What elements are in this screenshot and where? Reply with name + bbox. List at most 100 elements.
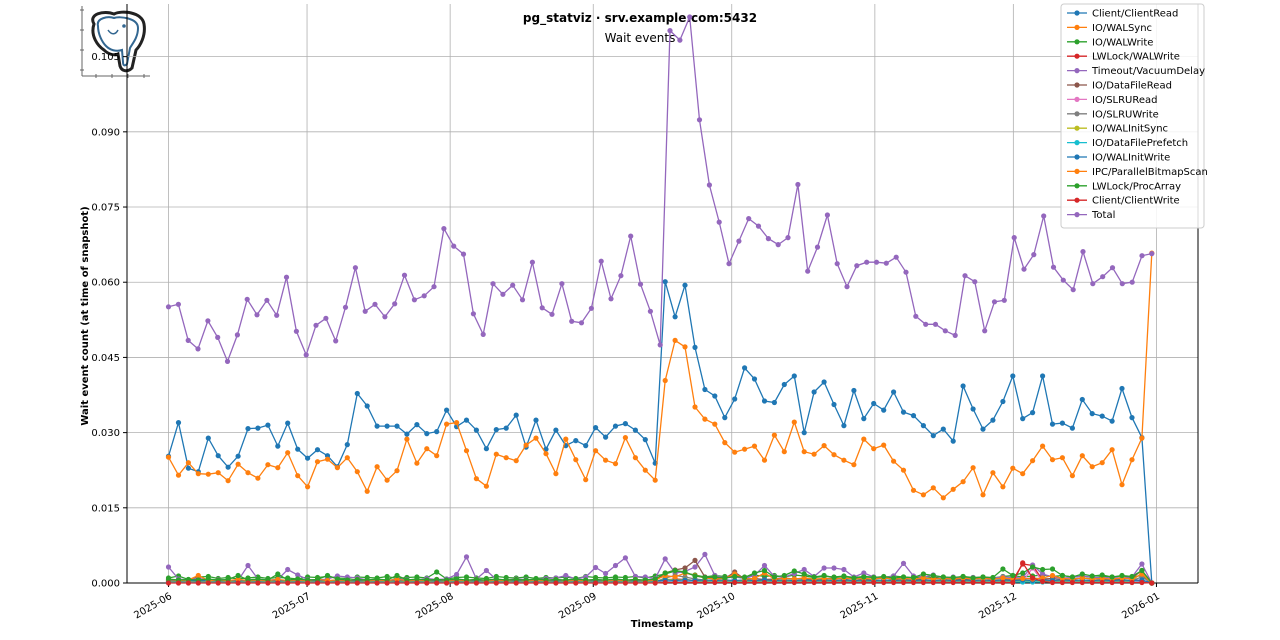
data-point xyxy=(805,268,811,274)
series-io-walsync xyxy=(165,250,1155,501)
data-point xyxy=(513,458,519,464)
axes xyxy=(126,4,1199,584)
data-point xyxy=(392,301,398,307)
data-point xyxy=(692,557,698,564)
data-point xyxy=(1000,579,1006,586)
data-point xyxy=(1089,579,1095,586)
data-point xyxy=(1010,465,1016,471)
data-point xyxy=(500,291,506,297)
data-point xyxy=(372,301,378,307)
x-axis-label: Timestamp xyxy=(631,619,694,630)
data-point xyxy=(612,562,619,569)
data-point xyxy=(583,477,589,483)
y-tick-label: 0.000 xyxy=(91,579,120,590)
data-point xyxy=(642,437,648,443)
data-point xyxy=(503,580,509,586)
data-point xyxy=(871,400,877,407)
data-point xyxy=(1030,575,1036,581)
data-point xyxy=(374,423,380,429)
data-point xyxy=(652,580,658,586)
data-point xyxy=(255,580,261,586)
data-point xyxy=(451,243,457,249)
legend-label: IO/WALInitSync xyxy=(1092,124,1168,135)
series-lines xyxy=(165,14,1155,586)
data-point xyxy=(533,580,539,586)
data-point xyxy=(454,580,460,586)
data-point xyxy=(962,273,968,279)
data-point xyxy=(824,212,831,218)
data-point xyxy=(1040,373,1046,379)
data-point xyxy=(1041,213,1047,219)
data-point xyxy=(891,458,897,464)
data-point xyxy=(861,579,867,586)
data-point xyxy=(1000,575,1006,581)
data-point xyxy=(982,328,988,334)
data-point xyxy=(871,579,877,586)
data-point xyxy=(930,572,936,579)
data-point xyxy=(831,574,837,581)
data-point xyxy=(364,403,370,409)
data-point xyxy=(893,254,899,260)
data-point xyxy=(1080,249,1086,255)
data-point xyxy=(940,574,946,580)
data-point xyxy=(761,562,768,569)
data-point xyxy=(831,452,837,458)
data-point xyxy=(960,573,966,580)
data-point xyxy=(1049,572,1056,579)
data-point xyxy=(1139,561,1145,567)
legend-entry: IO/WALInitWrite xyxy=(1067,153,1170,164)
legend-marker xyxy=(1074,168,1080,174)
data-point xyxy=(1099,460,1105,466)
data-point xyxy=(374,576,380,582)
data-point xyxy=(771,399,778,406)
data-point xyxy=(1089,573,1095,579)
data-point xyxy=(255,425,261,431)
data-point xyxy=(414,580,420,586)
data-point xyxy=(765,236,772,242)
legend-marker xyxy=(1074,197,1080,203)
data-point xyxy=(903,269,909,275)
data-point xyxy=(362,308,368,314)
data-point xyxy=(1069,473,1075,479)
series-client-clientwrite xyxy=(165,560,1155,586)
data-point xyxy=(235,453,241,459)
data-point xyxy=(795,181,801,188)
data-point xyxy=(702,574,708,581)
data-point xyxy=(295,580,301,586)
data-point xyxy=(771,574,778,580)
data-point xyxy=(303,352,309,358)
legend-label: IO/DataFileRead xyxy=(1092,81,1172,92)
legend-marker xyxy=(1074,154,1080,160)
data-point xyxy=(662,279,668,285)
data-point xyxy=(970,465,976,471)
data-point xyxy=(559,281,565,287)
series-total xyxy=(165,14,1155,364)
data-point xyxy=(1070,287,1076,293)
data-point xyxy=(384,477,390,483)
data-point xyxy=(801,566,807,573)
data-point xyxy=(732,573,738,580)
data-point xyxy=(910,487,917,493)
legend-entry: Client/ClientRead xyxy=(1067,9,1178,20)
data-point xyxy=(344,455,350,461)
data-point xyxy=(1010,373,1016,379)
data-point xyxy=(593,564,599,571)
data-point xyxy=(942,328,948,334)
data-point xyxy=(781,579,787,586)
data-point xyxy=(970,579,976,586)
data-point xyxy=(677,37,683,43)
data-point xyxy=(682,579,688,586)
data-point xyxy=(1049,421,1056,427)
data-point xyxy=(454,576,460,582)
data-point xyxy=(1109,574,1115,580)
data-point xyxy=(761,457,768,463)
data-point xyxy=(712,421,718,427)
data-point xyxy=(1129,415,1135,421)
data-point xyxy=(923,321,929,327)
data-point xyxy=(1059,455,1065,461)
data-point xyxy=(543,451,549,457)
legend-marker xyxy=(1074,82,1080,88)
data-point xyxy=(265,580,271,586)
data-point xyxy=(841,579,847,586)
data-point xyxy=(414,576,420,582)
